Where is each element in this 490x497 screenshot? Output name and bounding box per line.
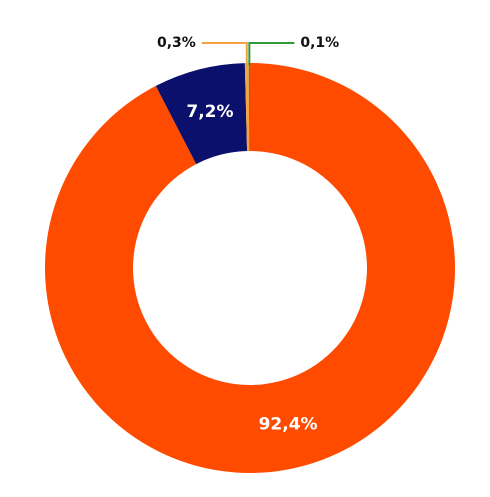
callout-line bbox=[201, 42, 248, 66]
slice-label: 92,4% bbox=[259, 414, 318, 434]
slice-label: 7,2% bbox=[186, 102, 233, 122]
donut-slice bbox=[244, 63, 250, 152]
slice-label: 0,3% bbox=[157, 35, 196, 51]
slice-label: 0,1% bbox=[300, 35, 339, 51]
callout-line bbox=[248, 42, 295, 66]
donut-slice bbox=[155, 63, 248, 165]
donut-slice bbox=[248, 63, 250, 152]
donut-slice bbox=[44, 63, 455, 474]
